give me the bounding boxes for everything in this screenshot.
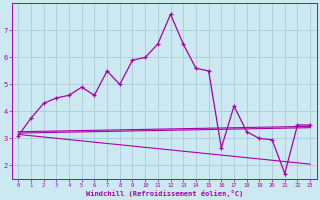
X-axis label: Windchill (Refroidissement éolien,°C): Windchill (Refroidissement éolien,°C): [85, 190, 243, 197]
